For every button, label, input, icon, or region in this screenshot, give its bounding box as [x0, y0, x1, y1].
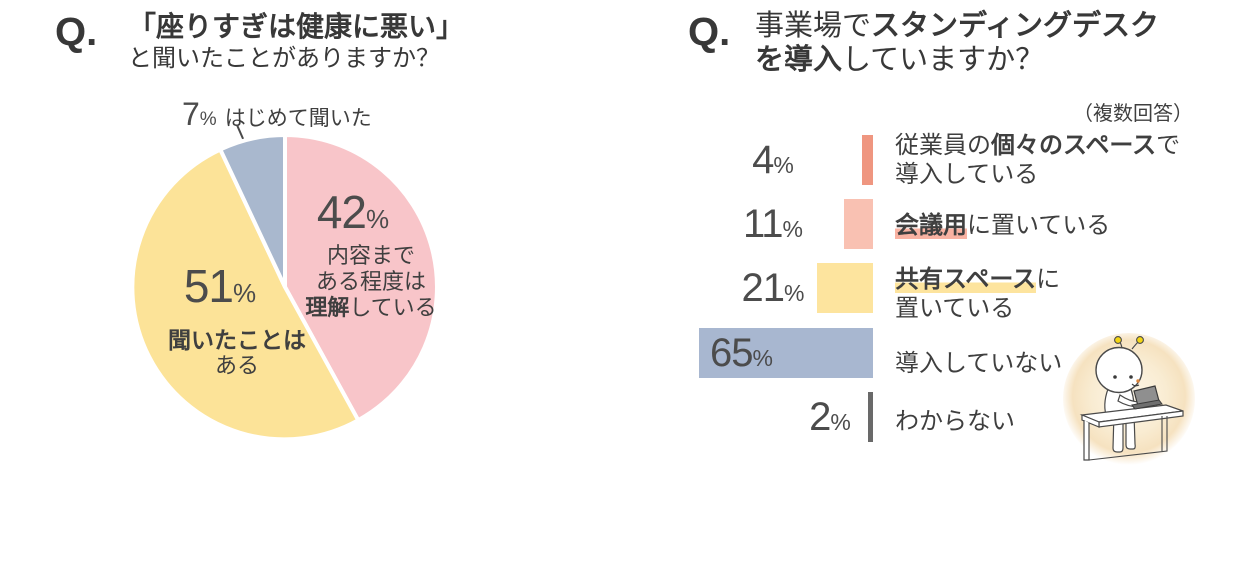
- mascot-eye-right: [1129, 375, 1133, 379]
- bar-label-dont-know: わからない: [895, 408, 1015, 435]
- pie-slice-0: [283, 133, 439, 423]
- question-title-right: 事業場でスタンディングデスク を導入していますか？: [755, 9, 1159, 77]
- mascot-antenna-ball-right: [1136, 336, 1144, 344]
- bar-value-not-introduced: 65%: [710, 331, 773, 375]
- pie-value-yellow: 51%: [183, 260, 257, 312]
- mascot-nose: [1136, 379, 1140, 383]
- question-mark-right: Q.: [688, 10, 731, 54]
- pie-value-blue-pct: %: [199, 109, 217, 130]
- bar-value-individual-space: 4%: [752, 138, 794, 182]
- bar-not-introduced: [699, 328, 873, 378]
- pie-label-yellow: 聞いたことは ある: [168, 327, 306, 378]
- question-title-left: 「座りすぎは健康に悪い」 と聞いたことがありますか？: [128, 9, 464, 73]
- pie-slice-1: [130, 147, 361, 442]
- white-dash-mark: [656, 238, 703, 253]
- bar-value-shared-space: 21%: [741, 266, 805, 310]
- pie-callout-label: はじめて聞いた: [224, 107, 372, 130]
- desk-bottom-rail: [1088, 416, 1168, 461]
- pie-value-pink: 42%: [316, 186, 390, 238]
- bar-shared-space: [817, 263, 873, 313]
- bar-label-not-introduced: 導入していない: [895, 350, 1063, 377]
- mascot-mouth: [1131, 383, 1140, 387]
- bar-value-meeting-use: 11%: [743, 202, 803, 246]
- pie-value-blue: 7: [182, 96, 200, 132]
- question-mark-left: Q.: [55, 10, 98, 54]
- multiple-answers-note: （複数回答）: [1073, 103, 1193, 125]
- mascot-eye-left: [1113, 375, 1117, 379]
- bar-meeting-use: [844, 199, 873, 249]
- bar-individual-space: [862, 135, 873, 185]
- desk-left-edge: [1081, 414, 1100, 428]
- mascot-head: [1095, 346, 1143, 394]
- question-title-right-line1: 事業場でスタンディングデスク: [755, 10, 1159, 42]
- desk-left-leg: [1083, 420, 1090, 461]
- pie-chart: [130, 133, 439, 442]
- standing-desk-character-illustration: [1063, 333, 1195, 465]
- bar-value-dont-know: 2%: [809, 395, 851, 439]
- question-title-right-line2: を導入していますか？: [755, 44, 1045, 76]
- mascot-antenna-ball-left: [1114, 336, 1122, 344]
- bar-label-meeting-use: 会議用に置いている: [895, 212, 1111, 239]
- laptop-base: [1131, 399, 1163, 410]
- bar-label-shared-space: 共有スペースに 置いている: [895, 266, 1061, 322]
- question-title-left-line2: と聞いたことがありますか？: [128, 45, 440, 72]
- bar-dont-know: [868, 392, 873, 442]
- pie-label-pink: 内容まで ある程度は 理解している: [305, 243, 437, 320]
- bar-label-individual-space: 従業員の個々のスペースで 導入している: [895, 132, 1181, 188]
- question-title-left-line1: 「座りすぎは健康に悪い」: [128, 11, 465, 42]
- pie-callout-7pct: 7% はじめて聞いた: [182, 96, 372, 133]
- pie-slice-2: [218, 133, 287, 289]
